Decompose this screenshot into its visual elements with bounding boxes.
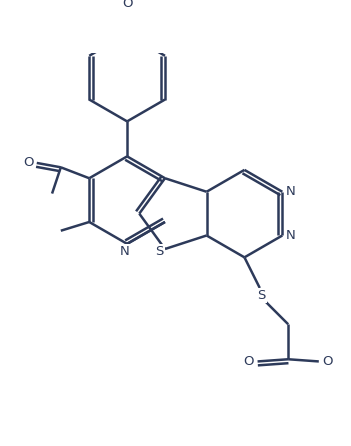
Text: N: N <box>285 185 295 198</box>
Text: O: O <box>23 156 33 169</box>
Text: N: N <box>120 245 130 258</box>
Text: S: S <box>257 289 266 302</box>
Text: S: S <box>155 245 164 258</box>
Text: O: O <box>122 0 132 10</box>
Text: N: N <box>285 229 295 242</box>
Text: O: O <box>244 355 254 368</box>
Text: O: O <box>322 355 333 368</box>
